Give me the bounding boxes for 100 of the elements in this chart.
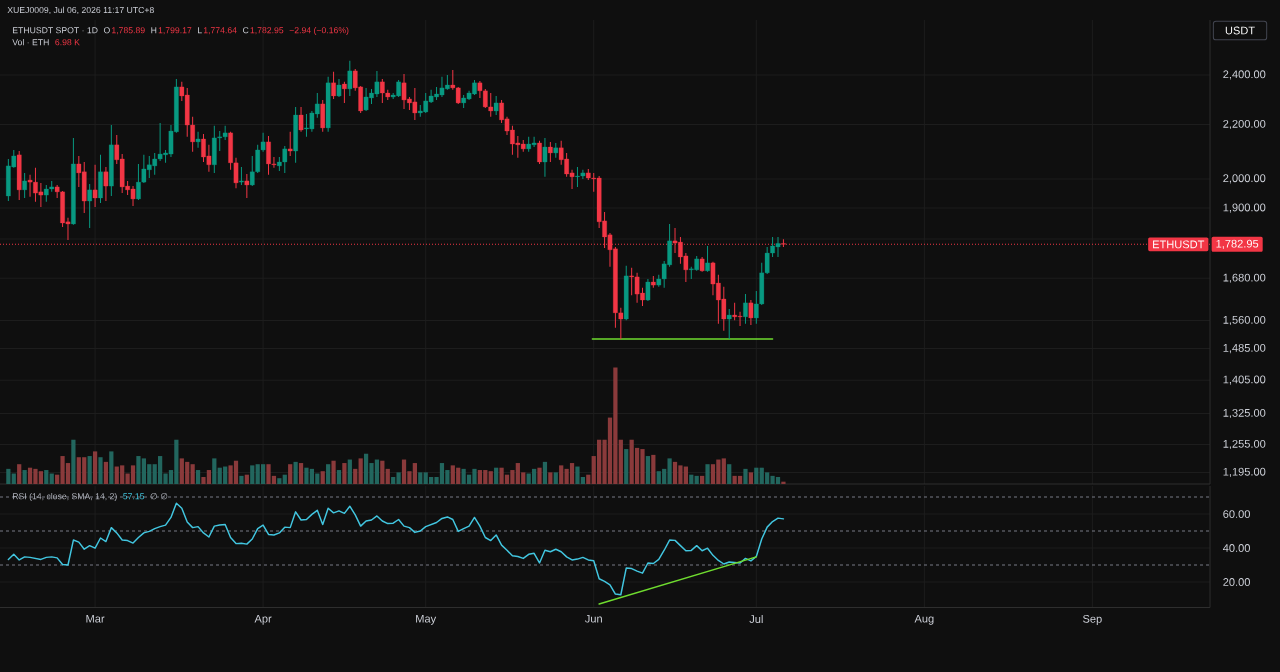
bar [754,467,759,485]
bar [548,472,553,485]
candlestick [22,172,27,199]
chart-title: Vol · ETH [12,38,49,46]
bar [277,478,282,485]
candlestick [87,183,92,229]
bar [586,474,591,485]
y-tick-label: 1,255.00 [1223,439,1266,450]
candlestick [347,60,353,97]
candlestick [320,99,326,133]
bar [331,460,336,485]
bar [22,470,27,485]
bar [282,474,287,485]
y-tick-label: 2,200.00 [1223,119,1266,130]
candlestick [743,293,748,325]
bar [109,451,114,485]
bar [212,458,217,485]
bar [17,464,22,485]
bar [781,481,786,485]
candlestick [298,106,304,133]
y-tick-label: 1,195.00 [1223,467,1266,477]
annotation: −2.94 (−0.16%) [289,26,349,35]
bar [569,463,575,485]
bar [542,461,548,485]
bar [380,460,385,485]
bar [743,468,748,485]
bar [531,468,537,485]
bar [98,457,103,485]
candlestick [542,137,548,178]
y-tick-label: 1,405.00 [1223,375,1266,385]
bar [87,456,92,485]
x-tick-label: May [416,614,437,625]
bar [195,470,201,485]
bar [244,474,249,485]
bar [494,467,499,485]
bar [92,451,98,485]
bar [537,467,542,485]
ref-line-label: 1,782.95 [1216,239,1259,249]
bar [748,472,754,485]
bar [353,468,358,485]
bar [44,470,49,485]
bar [477,470,483,485]
bar [700,475,705,485]
candlestick [726,308,732,340]
annotation: H [151,27,157,34]
annotation: ETHUSDT [1153,240,1205,249]
annotation: L [198,27,202,34]
x-tick-label: Mar [86,614,105,623]
bar [553,472,558,485]
candlestick [244,173,250,199]
bar [705,464,710,485]
bar [624,449,629,485]
bar [694,475,699,485]
bar [320,471,325,485]
bar [710,464,716,485]
bar [260,464,266,485]
bar [336,470,342,485]
annotation: 6.98 K [55,39,80,46]
x-tick-label: Jun [584,614,602,623]
text: XUEJ0009, Jul 06, 2026 11:17 UTC+8 [7,6,154,15]
bar [49,473,54,485]
x-tick-label: Jul [749,614,763,623]
y-tick-label: 20.00 [1223,578,1250,586]
bar [559,465,564,485]
candlestick [92,164,98,208]
candlestick [548,141,553,163]
y-tick-label: 1,325.00 [1223,408,1266,419]
x-tick-label: Apr [254,614,272,625]
annotation: ∅ ∅ [150,493,168,500]
bar [293,461,298,485]
y-tick-label: 1,485.00 [1223,344,1266,354]
bar [71,439,76,485]
annotation: C [242,27,249,34]
bar [737,475,743,485]
annotation: O [103,27,110,34]
candlestick [493,95,499,116]
annotation: 1,782.95 [250,27,284,35]
y-tick-label: 1,680.00 [1223,273,1266,283]
annotation: 57.15 [123,493,145,500]
bar [645,456,651,485]
bar [651,454,656,485]
bar [103,461,109,485]
bar [250,465,255,485]
y-tick-label: 2,400.00 [1223,70,1266,80]
bar [11,473,16,485]
y-tick-label: 1,900.00 [1223,203,1266,213]
bar [358,458,363,485]
bar [239,475,244,485]
bar [418,472,423,485]
bar [288,464,293,485]
candlestick [537,140,542,165]
annotation: 1,799.17 [158,27,192,35]
bar [721,458,726,485]
annotation: 1,774.64 [203,27,237,35]
bar [689,474,694,485]
x-tick-label: Sep [1083,614,1102,625]
candlestick [342,81,347,104]
text: ETHUSDT SPOT · 1D [12,27,98,34]
candlestick [705,245,710,273]
text: RSI (14, close, SMA, 14, 2) [12,492,117,502]
